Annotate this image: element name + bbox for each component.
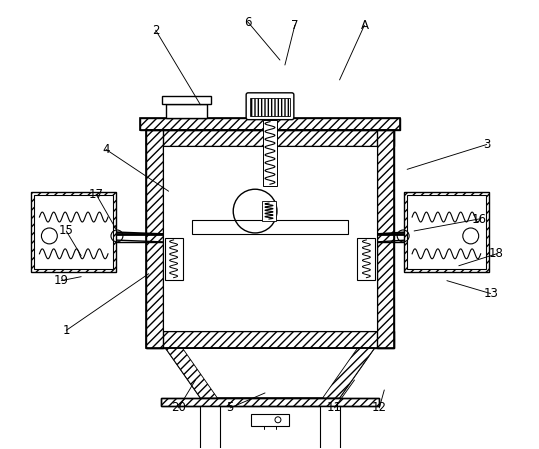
Bar bbox=[262, 201, 276, 221]
Text: 4: 4 bbox=[102, 143, 110, 156]
Text: A: A bbox=[361, 19, 369, 32]
Bar bbox=[263, 119, 277, 186]
Bar bbox=[164, 238, 183, 280]
Bar bbox=[250, 98, 290, 116]
Text: 2: 2 bbox=[152, 24, 160, 37]
Bar bbox=[140, 118, 400, 130]
Bar bbox=[31, 192, 116, 272]
Bar bbox=[407, 195, 486, 269]
Text: 20: 20 bbox=[171, 401, 186, 414]
Bar bbox=[163, 146, 377, 331]
Text: 13: 13 bbox=[483, 287, 498, 300]
Bar bbox=[192, 220, 348, 234]
Bar bbox=[201, 406, 220, 449]
Bar bbox=[146, 130, 394, 146]
Bar bbox=[34, 195, 113, 269]
Circle shape bbox=[275, 417, 281, 423]
Bar bbox=[31, 192, 116, 272]
Text: 15: 15 bbox=[59, 224, 74, 238]
Text: 7: 7 bbox=[291, 19, 299, 32]
Text: 16: 16 bbox=[471, 212, 486, 225]
Text: 17: 17 bbox=[88, 188, 103, 201]
Polygon shape bbox=[165, 348, 217, 398]
FancyBboxPatch shape bbox=[246, 93, 294, 119]
Bar bbox=[404, 192, 489, 272]
Bar bbox=[162, 96, 211, 104]
Bar bbox=[377, 130, 394, 348]
Bar bbox=[404, 192, 489, 272]
Bar bbox=[146, 130, 163, 348]
Bar bbox=[357, 238, 375, 280]
Text: 5: 5 bbox=[226, 401, 234, 414]
Bar bbox=[161, 398, 379, 406]
Bar bbox=[251, 414, 289, 426]
Bar bbox=[165, 104, 208, 118]
Text: 11: 11 bbox=[327, 401, 342, 414]
Text: 12: 12 bbox=[372, 401, 387, 414]
Polygon shape bbox=[323, 348, 375, 398]
Bar bbox=[320, 406, 340, 449]
Bar bbox=[146, 130, 394, 348]
Bar bbox=[140, 118, 400, 130]
Text: 19: 19 bbox=[54, 274, 69, 287]
Text: 3: 3 bbox=[483, 138, 490, 151]
Bar bbox=[161, 398, 379, 406]
Polygon shape bbox=[165, 348, 375, 398]
Text: 6: 6 bbox=[244, 16, 252, 29]
Text: 1: 1 bbox=[63, 324, 70, 337]
Bar bbox=[146, 331, 394, 348]
Text: 18: 18 bbox=[489, 247, 504, 260]
